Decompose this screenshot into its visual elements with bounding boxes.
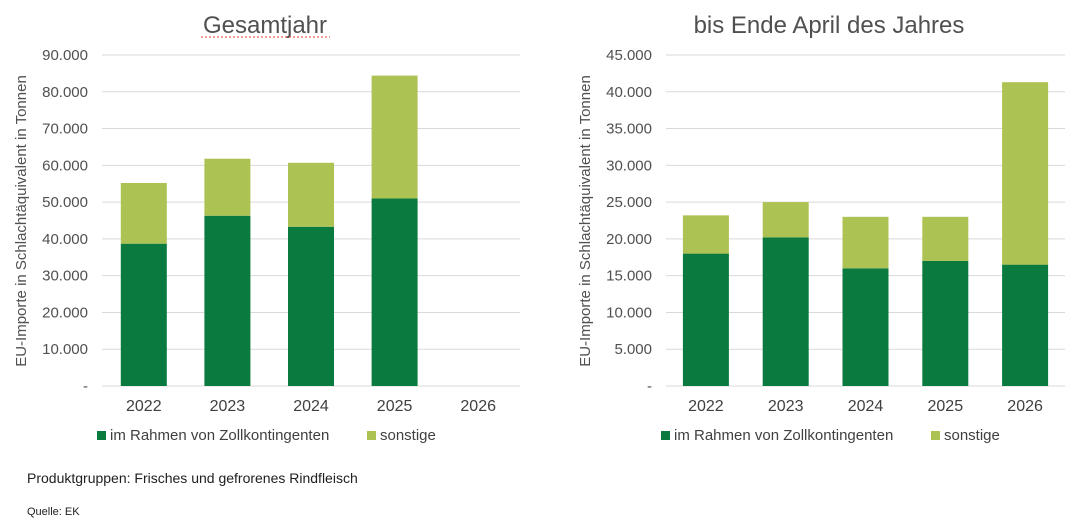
x-tick-label: 2026 (460, 398, 496, 415)
x-tick-label: 2022 (688, 398, 724, 415)
legend-swatch-zollkontingente (661, 431, 670, 440)
legend: im Rahmen von Zollkontingenten sonstige (97, 427, 436, 444)
y-tick-label: 10.000 (606, 304, 652, 321)
y-tick-labels: - 5.000 10.000 15.000 20.000 25.000 30.000 35.0… (606, 47, 652, 395)
bars (682, 82, 1049, 386)
bar-sonstige-2025 (371, 75, 418, 199)
bars (120, 75, 418, 386)
legend-swatch-zollkontingente (97, 431, 106, 440)
bar-sonstige-2023 (762, 202, 809, 238)
bar-zollkontingente-2026 (1002, 264, 1049, 386)
legend-label-zollkontingente: im Rahmen von Zollkontingenten (674, 427, 893, 444)
x-tick-label: 2024 (848, 398, 884, 415)
y-axis-label: EU-Importe in Schlachtäquivalent in Tonn… (13, 75, 30, 367)
y-tick-label: 20.000 (42, 304, 88, 321)
y-tick-label: - (647, 378, 652, 395)
y-tick-label: 50.000 (42, 194, 88, 211)
chart-title: bis Ende April des Jahres (694, 12, 965, 39)
chart-gesamtjahr: Gesamtjahr EU-Importe in Schlachtäquival… (13, 12, 520, 444)
x-tick-label: 2025 (377, 398, 413, 415)
legend: im Rahmen von Zollkontingenten sonstige (661, 427, 1000, 444)
bar-zollkontingente-2022 (682, 253, 729, 386)
source-note: Quelle: EK (27, 506, 80, 518)
bar-sonstige-2022 (120, 182, 167, 244)
bar-sonstige-2025 (922, 216, 969, 261)
bar-sonstige-2026 (1002, 82, 1049, 265)
x-tick-labels: 2022 2023 2024 2025 2026 (126, 398, 496, 415)
legend-label-sonstige: sonstige (944, 427, 1000, 444)
legend-swatch-sonstige (367, 431, 376, 440)
x-tick-label: 2024 (293, 398, 329, 415)
bar-sonstige-2023 (204, 158, 251, 216)
y-tick-label: 15.000 (606, 268, 652, 285)
chart-title: Gesamtjahr (203, 12, 327, 39)
y-tick-label: 10.000 (42, 341, 88, 358)
bar-zollkontingente-2023 (204, 215, 251, 386)
bar-zollkontingente-2023 (762, 237, 809, 386)
y-tick-label: 5.000 (614, 341, 652, 358)
y-tick-label: 60.000 (42, 157, 88, 174)
x-tick-label: 2022 (126, 398, 162, 415)
bar-zollkontingente-2025 (371, 198, 418, 386)
y-tick-label: 35.000 (606, 121, 652, 138)
y-tick-label: 30.000 (42, 268, 88, 285)
y-tick-label: 20.000 (606, 231, 652, 248)
bar-sonstige-2022 (682, 215, 729, 254)
bar-zollkontingente-2025 (922, 260, 969, 386)
x-tick-label: 2026 (1007, 398, 1043, 415)
y-tick-label: 40.000 (42, 231, 88, 248)
legend-swatch-sonstige (931, 431, 940, 440)
legend-label-zollkontingente: im Rahmen von Zollkontingenten (110, 427, 329, 444)
x-tick-label: 2023 (210, 398, 246, 415)
y-tick-label: 40.000 (606, 84, 652, 101)
y-axis-label: EU-Importe in Schlachtäquivalent in Tonn… (577, 75, 594, 367)
x-tick-label: 2025 (928, 398, 964, 415)
bar-zollkontingente-2024 (842, 268, 889, 386)
bar-sonstige-2024 (842, 216, 889, 269)
product-group-note: Produktgruppen: Frisches und gefrorenes … (27, 470, 358, 486)
chart-bis-ende-april: bis Ende April des Jahres EU-Importe in … (577, 12, 1065, 444)
y-tick-label: 30.000 (606, 157, 652, 174)
y-tick-labels: - 10.000 20.000 30.000 40.000 50.000 60.000 70.… (42, 47, 88, 395)
y-tick-label: 80.000 (42, 84, 88, 101)
x-tick-label: 2023 (768, 398, 804, 415)
y-tick-label: 45.000 (606, 47, 652, 64)
y-tick-label: 25.000 (606, 194, 652, 211)
y-tick-label: 70.000 (42, 121, 88, 138)
y-tick-label: 90.000 (42, 47, 88, 64)
legend-label-sonstige: sonstige (380, 427, 436, 444)
y-tick-label: - (83, 378, 88, 395)
bar-zollkontingente-2024 (288, 226, 334, 386)
bar-zollkontingente-2022 (120, 243, 167, 386)
x-tick-labels: 2022 2023 2024 2025 2026 (688, 398, 1043, 415)
bar-sonstige-2024 (288, 162, 334, 227)
